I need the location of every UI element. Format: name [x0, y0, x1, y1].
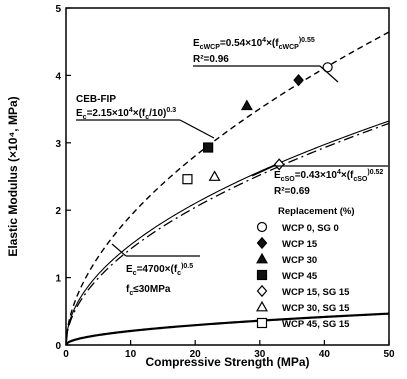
x-tick-label: 0: [63, 349, 69, 360]
legend-label-4: WCP 45: [282, 271, 318, 282]
fit-curve-4: [65, 120, 390, 346]
ceb-fip-title: CEB-FIP: [76, 94, 116, 105]
eq-aci-leader: [111, 243, 127, 257]
y-tick-label: 1: [55, 274, 61, 285]
fit-curve-1: [65, 312, 390, 346]
fit-curve-2: [65, 31, 390, 346]
eq-aci-limit: fc≤30MPa: [126, 284, 171, 297]
data-point-5: [273, 158, 285, 171]
legend-title: Replacement (%): [278, 206, 355, 217]
legend-label-2: WCP 15: [282, 239, 318, 250]
x-tick-label: 10: [125, 349, 137, 360]
eq-cso-r2: R²=0.69: [274, 186, 310, 197]
legend-label-7: WCP 45, SG 15: [282, 319, 350, 330]
data-point-6: [208, 170, 221, 181]
legend-marker-5: [256, 284, 268, 298]
legend-marker-4: [256, 269, 268, 281]
x-tick-label: 30: [254, 349, 266, 360]
data-point-7: [182, 174, 193, 185]
legend-marker-1: [256, 221, 268, 233]
data-point-4: [203, 142, 214, 153]
eq-wcp-r2: R²=0.96: [193, 54, 229, 65]
eq-wcp-label: EcWCP=0.54×104×(fcWCP)0.55: [193, 37, 315, 51]
eq-cso-leader: [251, 165, 275, 177]
y-tick-label: 2: [55, 206, 61, 217]
x-axis-title: Compressive Strength (MPa): [145, 355, 309, 369]
eq-ceb-label: Ec=2.15×104×(fc/10)0.3: [76, 107, 176, 121]
legend-label-5: WCP 15, SG 15: [282, 287, 350, 298]
legend-marker-6: [256, 300, 268, 312]
y-tick-label: 5: [55, 4, 61, 15]
data-point-2: [293, 74, 304, 87]
data-point-1: [322, 62, 333, 73]
legend-marker-2: [256, 236, 268, 250]
legend-label-6: WCP 30, SG 15: [282, 303, 350, 314]
legend-marker-3: [256, 252, 268, 264]
eq-aci-label: Ec=4700×(fc)0.5: [126, 263, 193, 277]
x-tick-label: 40: [319, 349, 331, 360]
fit-curve-3: [65, 122, 390, 346]
legend-marker-7: [256, 317, 268, 329]
legend-label-1: WCP 0, SG 0: [282, 223, 339, 234]
eq-wcp-leader: [319, 65, 339, 83]
y-axis-title: Elastic Modulus (×10⁴, MPa): [6, 96, 20, 256]
legend-label-3: WCP 30: [282, 255, 317, 266]
y-tick-label: 0: [55, 341, 61, 352]
x-tick-label: 20: [190, 349, 202, 360]
data-point-3: [240, 99, 253, 111]
x-tick-label: 50: [383, 349, 395, 360]
y-tick-label: 4: [55, 71, 61, 82]
plot-frame: [65, 7, 390, 346]
y-tick-label: 3: [55, 139, 61, 150]
eq-ceb-leader: [179, 119, 215, 139]
eq-cso-label: EcSO=0.43×104×(fcSO)0.52: [274, 169, 383, 183]
